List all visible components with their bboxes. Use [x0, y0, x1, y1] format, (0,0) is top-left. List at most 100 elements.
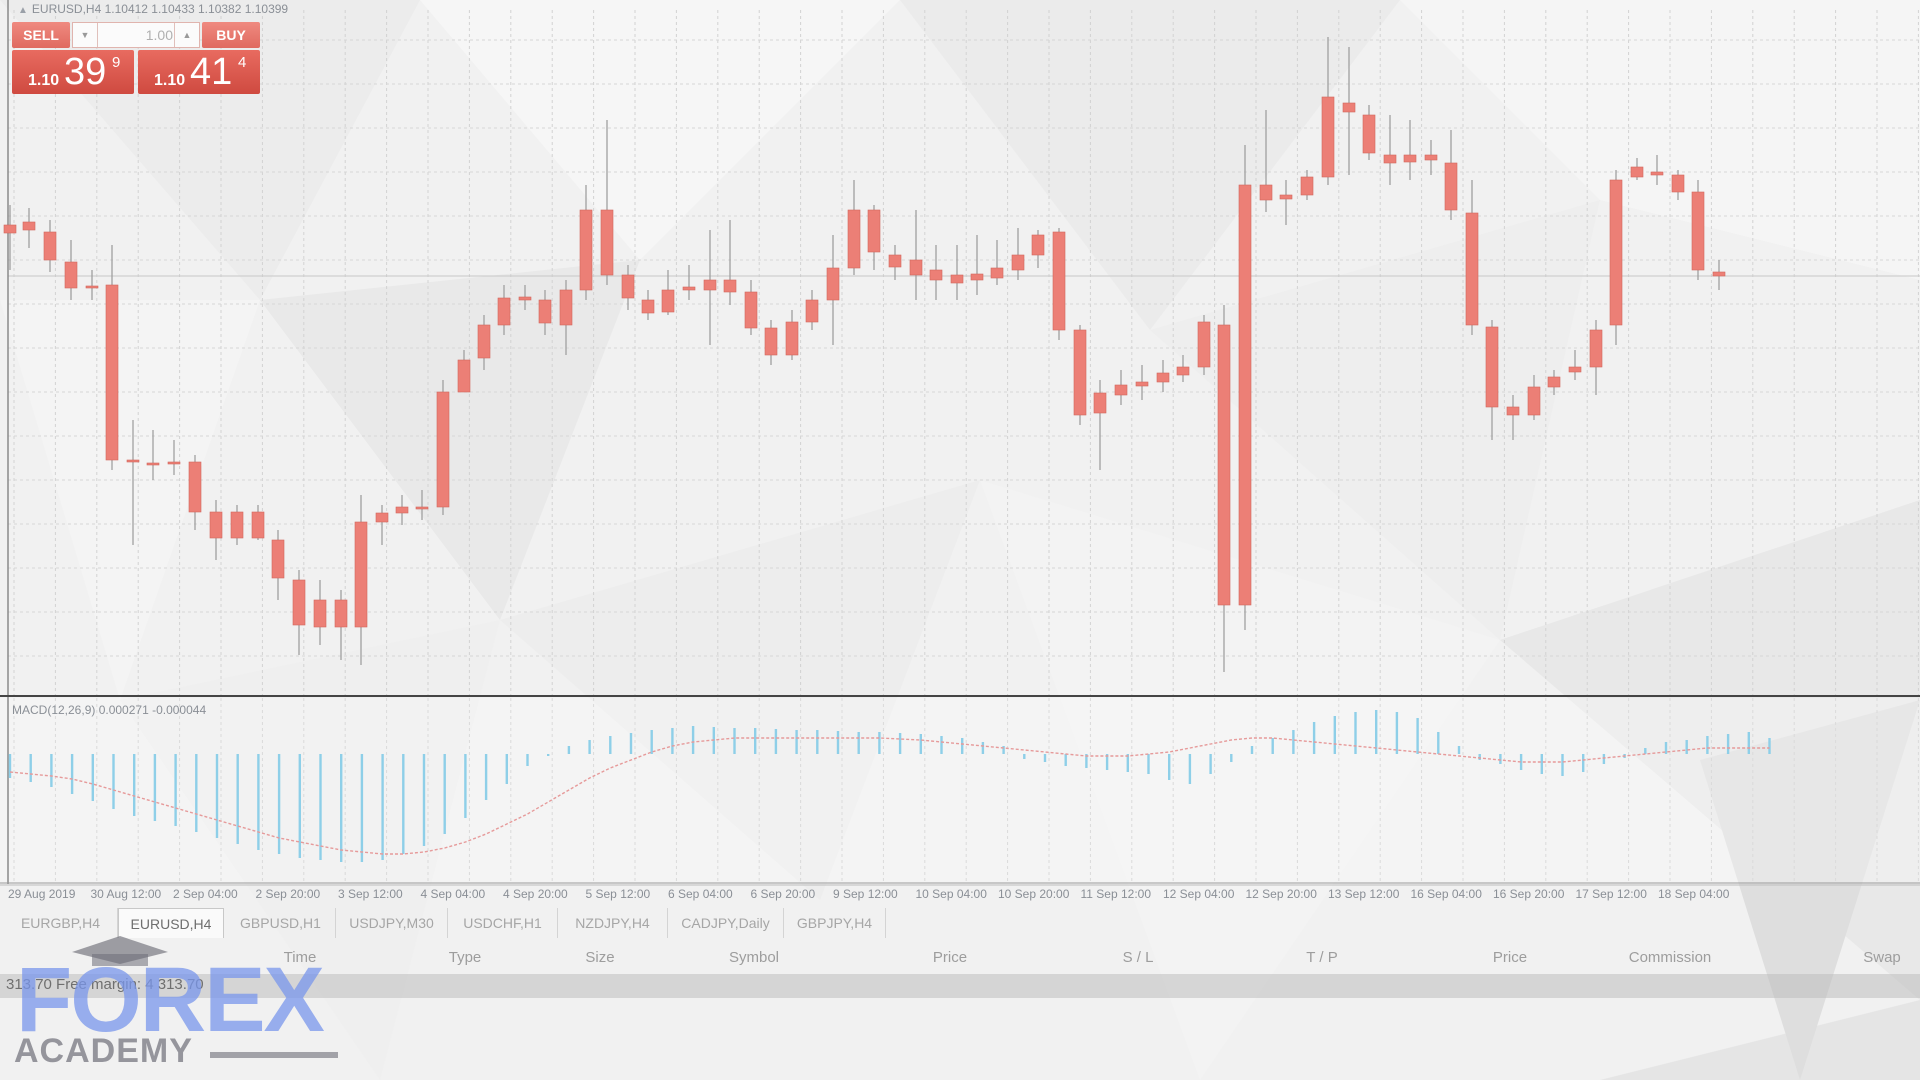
- macd-histogram-bar: [1457, 746, 1461, 754]
- candlestick: [1176, 355, 1190, 382]
- macd-histogram-bar: [588, 740, 591, 754]
- macd-histogram-bar: [1540, 754, 1543, 774]
- tab-eurgbp-h4[interactable]: EURGBP,H4: [4, 908, 118, 938]
- time-axis-label: 5 Sep 12:00: [586, 887, 651, 901]
- time-axis-label: 18 Sep 04:00: [1658, 887, 1730, 901]
- candlestick: [805, 290, 819, 330]
- lot-decrease-icon[interactable]: ▼: [73, 23, 98, 47]
- buy-button[interactable]: BUY: [202, 22, 260, 48]
- tab-nzdjpy-h4[interactable]: NZDJPY,H4: [558, 908, 668, 938]
- sell-price-quote[interactable]: 1.10 39 9: [12, 50, 134, 94]
- candlestick: [888, 245, 902, 280]
- candlestick: [1135, 365, 1149, 400]
- macd-histogram-bar: [1561, 754, 1564, 776]
- column-size[interactable]: Size: [585, 949, 615, 966]
- candlestick: [703, 230, 717, 345]
- sell-price-fraction: 9: [112, 54, 121, 71]
- sell-button[interactable]: SELL: [12, 22, 70, 48]
- tab-gbpjpy-h4[interactable]: GBPJPY,H4: [784, 908, 886, 938]
- candlestick: [1259, 110, 1273, 212]
- time-axis-label: 17 Sep 12:00: [1576, 887, 1648, 901]
- macd-histogram-bar: [112, 754, 115, 809]
- column-symbol[interactable]: Symbol: [728, 949, 780, 966]
- logo-main-text: FOREX: [16, 949, 325, 1051]
- collapse-arrow-icon[interactable]: ▲: [18, 5, 28, 16]
- candlestick: [682, 265, 696, 300]
- time-axis-label: 2 Sep 04:00: [173, 887, 238, 901]
- candlestick: [126, 420, 140, 545]
- macd-histogram-bar: [836, 731, 840, 754]
- macd-histogram-bar: [215, 754, 219, 838]
- time-axis-label: 6 Sep 20:00: [751, 887, 816, 901]
- macd-histogram-bar: [277, 754, 281, 854]
- candlestick: [105, 245, 119, 470]
- macd-histogram-bar: [1664, 742, 1668, 754]
- column-commission[interactable]: Commission: [1628, 949, 1712, 966]
- time-axis-label: 16 Sep 20:00: [1493, 887, 1565, 901]
- candlestick: [64, 240, 78, 300]
- candlestick: [1630, 158, 1644, 180]
- candlestick: [292, 570, 306, 655]
- macd-histogram-bar: [1416, 718, 1419, 754]
- lot-increase-icon[interactable]: ▲: [174, 23, 199, 47]
- macd-indicator-chart[interactable]: [0, 698, 1920, 884]
- column-current-price[interactable]: Price: [1492, 949, 1528, 966]
- candlestick: [785, 310, 799, 360]
- candlestick: [1197, 315, 1211, 375]
- candlestick: [85, 270, 99, 300]
- macd-histogram-bar: [940, 736, 943, 754]
- balance-free-margin-text: 313.70 Free margin: 4 313.70: [6, 976, 204, 993]
- tab-usdchf-h1[interactable]: USDCHF,H1: [448, 908, 558, 938]
- candlestick: [457, 350, 471, 393]
- macd-histogram-bar: [257, 754, 260, 850]
- macd-histogram-bar: [1354, 712, 1357, 754]
- macd-histogram-bar: [898, 733, 902, 754]
- column-price[interactable]: Price: [932, 949, 968, 966]
- tab-eurusd-h4[interactable]: EURUSD,H4: [118, 908, 224, 938]
- time-axis-label: 9 Sep 12:00: [833, 887, 898, 901]
- column-time[interactable]: Time: [283, 949, 317, 966]
- tab-cadjpy-daily[interactable]: CADJPY,Daily: [668, 908, 784, 938]
- column-stop-loss[interactable]: S / L: [1122, 949, 1154, 966]
- candlestick: [1589, 320, 1603, 395]
- time-axis-label: 13 Sep 12:00: [1328, 887, 1400, 901]
- candlestick: [538, 290, 552, 335]
- tab-gbpusd-h1[interactable]: GBPUSD,H1: [226, 908, 336, 938]
- macd-histogram-bar: [1395, 712, 1399, 754]
- candlestick: [579, 185, 593, 300]
- macd-histogram-bar: [1602, 754, 1606, 764]
- buy-price-quote[interactable]: 1.10 41 4: [138, 50, 260, 94]
- time-axis-label: 6 Sep 04:00: [668, 887, 733, 901]
- column-take-profit[interactable]: T / P: [1306, 949, 1338, 966]
- column-type[interactable]: Type: [448, 949, 482, 966]
- macd-histogram-bar: [505, 754, 508, 784]
- candlestick: [1691, 180, 1705, 280]
- lot-size-input[interactable]: [99, 25, 173, 45]
- chart-symbol-info: ▲ EURUSD,H4 1.10412 1.10433 1.10382 1.103…: [18, 2, 288, 16]
- macd-histogram-bar: [1706, 736, 1709, 754]
- buy-price-prefix: 1.10: [154, 72, 186, 89]
- candlestick: [1300, 170, 1314, 200]
- graduation-cap-icon: [72, 936, 168, 966]
- candlestick: [43, 220, 57, 272]
- column-swap[interactable]: Swap: [1863, 949, 1901, 966]
- macd-histogram-bar: [1375, 710, 1378, 754]
- macd-histogram-bar: [298, 754, 301, 858]
- candlestick: [1279, 180, 1293, 225]
- candlestick: [1073, 325, 1087, 425]
- candlestick: [970, 235, 984, 295]
- candlestick: [334, 590, 348, 660]
- logo-underline: [210, 1052, 338, 1058]
- candlestick: [271, 530, 285, 600]
- candlestick: [744, 280, 758, 335]
- sell-price-pips: 39: [64, 51, 107, 93]
- macd-histogram-bar: [1685, 740, 1688, 754]
- candlestick: [847, 180, 861, 275]
- macd-histogram-bar: [70, 754, 74, 794]
- macd-histogram-bar: [816, 730, 819, 754]
- candlestick: [1093, 380, 1107, 470]
- time-axis-label: 10 Sep 04:00: [916, 887, 988, 901]
- macd-histogram-bar: [464, 754, 467, 818]
- price-chart[interactable]: [0, 0, 1920, 698]
- tab-usdjpy-m30[interactable]: USDJPY,M30: [336, 908, 448, 938]
